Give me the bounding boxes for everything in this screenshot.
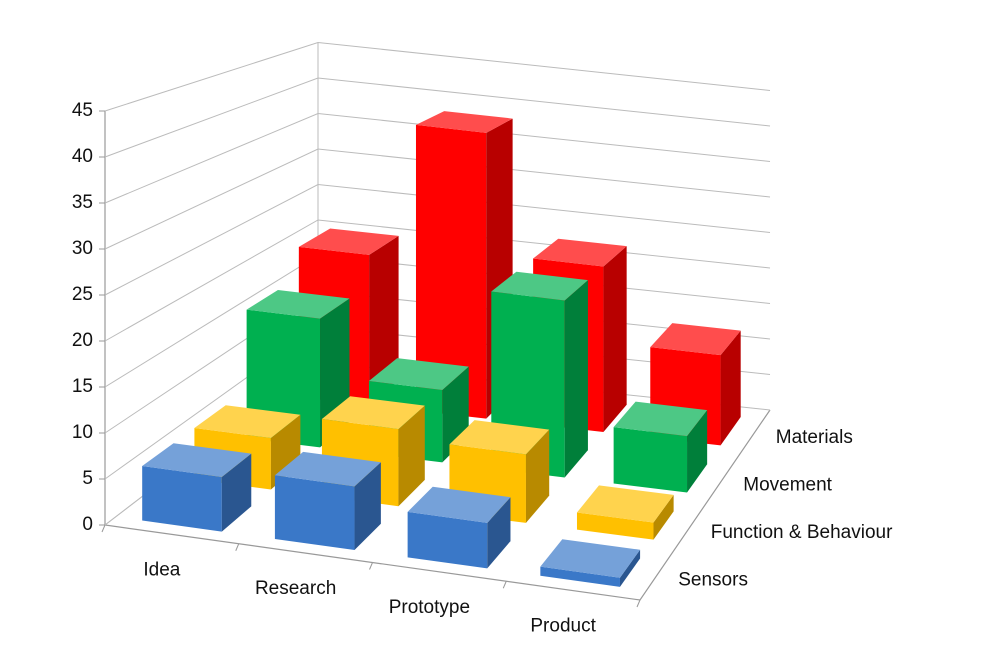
bar: [540, 539, 641, 587]
bar-front: [415, 124, 487, 419]
bar: [407, 486, 511, 569]
bar-side: [564, 280, 588, 478]
y-tick-label: 35: [72, 192, 93, 213]
bar-top: [142, 443, 252, 478]
bar-front: [540, 566, 620, 587]
bar-top: [321, 396, 425, 430]
bar-side: [603, 246, 627, 432]
y-tick-label: 5: [82, 468, 93, 489]
y-tick-label: 25: [72, 284, 93, 305]
legend-label: Function & Behaviour: [711, 522, 893, 543]
y-tick-label: 40: [72, 146, 93, 167]
y-tick-label: 45: [72, 100, 93, 121]
bar-side: [525, 429, 550, 523]
bar-side: [369, 235, 399, 406]
legend-label: Movement: [743, 474, 832, 495]
y-tick-label: 0: [82, 514, 93, 535]
bar-front: [407, 511, 488, 569]
tick-mark: [101, 524, 106, 533]
tick-mark: [369, 562, 373, 570]
x-tick-label: Product: [530, 616, 596, 637]
bar-top: [298, 228, 399, 255]
bar: [142, 443, 252, 532]
bar-top: [449, 420, 550, 455]
tick-mark: [502, 581, 507, 589]
y-tick-label: 10: [72, 422, 93, 443]
grid-line: [104, 183, 771, 296]
y-tick-label: 15: [72, 376, 93, 397]
bar-top: [415, 111, 513, 133]
bar-front: [142, 465, 222, 532]
bar-side: [221, 453, 252, 532]
tick-mark: [235, 543, 240, 551]
bar-side: [487, 497, 511, 569]
grid-line: [104, 41, 771, 112]
bar-top: [533, 238, 627, 267]
bar-top: [246, 290, 350, 319]
bar-top: [540, 539, 641, 578]
bar-top: [491, 271, 588, 301]
bar-side: [720, 330, 741, 446]
legend-label: Materials: [776, 427, 853, 448]
bar-top: [407, 486, 511, 523]
x-tick-label: Research: [255, 578, 336, 599]
bar-side: [687, 410, 708, 493]
bar-side: [619, 549, 641, 587]
bar-top: [368, 358, 469, 391]
grid-line: [104, 112, 771, 204]
bar-top: [576, 485, 674, 523]
bar: [274, 451, 381, 550]
bar-side: [354, 462, 381, 550]
bar: [613, 401, 708, 493]
bar: [576, 485, 674, 540]
bar-top: [194, 405, 301, 439]
bar-top: [274, 451, 381, 487]
grid-line: [104, 77, 771, 158]
grid-line: [104, 148, 771, 250]
bar-side: [270, 414, 301, 490]
x-tick-label: Prototype: [389, 597, 470, 618]
bar-front: [274, 475, 355, 550]
bar-side: [653, 494, 674, 540]
y-tick-label: 20: [72, 330, 93, 351]
x-tick-label: Idea: [143, 559, 180, 580]
bar-top: [613, 401, 708, 437]
bar-front: [613, 427, 688, 493]
bar-front: [576, 512, 654, 540]
y-tick-label: 30: [72, 238, 93, 259]
legend-label: Sensors: [678, 569, 748, 590]
bar-top: [650, 323, 741, 356]
tick-mark: [636, 599, 641, 608]
bar-side: [398, 405, 425, 507]
